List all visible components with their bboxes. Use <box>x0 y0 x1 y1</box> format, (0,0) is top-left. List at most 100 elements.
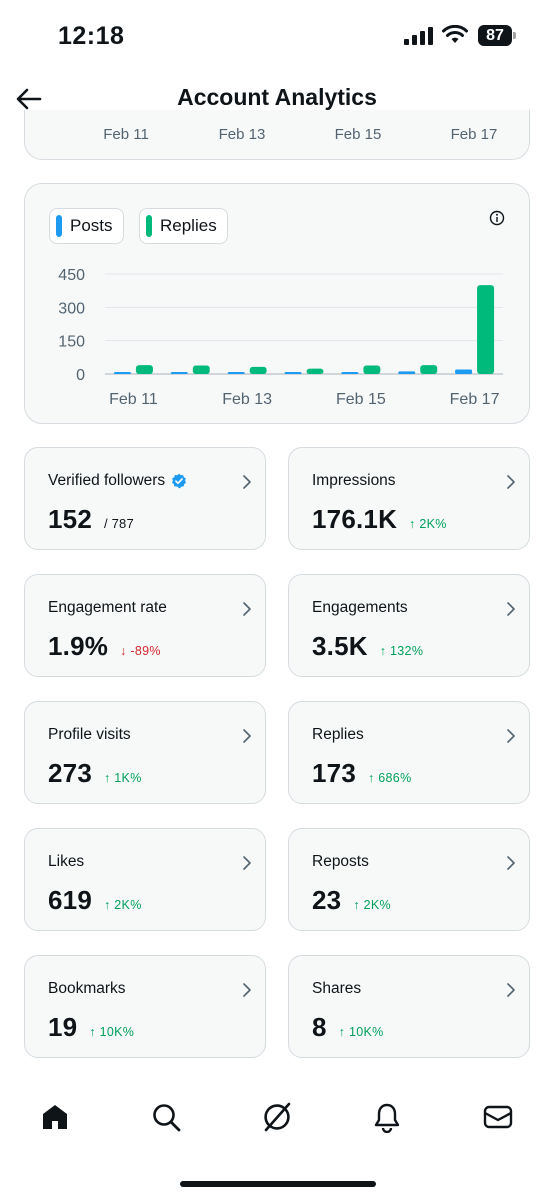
bar-replies-feb-12[interactable] <box>192 365 210 374</box>
stat-value: 152 <box>48 504 92 534</box>
bar-replies-feb-14[interactable] <box>306 368 324 374</box>
bar-replies-feb-17[interactable] <box>477 285 495 374</box>
stat-value-row: 1.9% ↓ -89% <box>48 631 161 662</box>
bar-posts-feb-12[interactable] <box>170 372 188 374</box>
wifi-icon <box>442 25 468 43</box>
stat-value: 619 <box>48 885 92 915</box>
bar-replies-feb-13[interactable] <box>249 366 267 374</box>
x-tick-label: Feb 15 <box>336 391 386 408</box>
y-tick-label: 0 <box>76 367 85 384</box>
nav-search[interactable] <box>148 1099 184 1135</box>
mail-icon <box>483 1105 513 1129</box>
nav-messages[interactable] <box>480 1099 516 1135</box>
prev-x-tick-label: Feb 17 <box>450 126 498 143</box>
search-icon <box>153 1104 181 1132</box>
stat-delta: ↑ 132% <box>379 644 424 658</box>
stat-value-row: 273 ↑ 1K% <box>48 758 142 789</box>
stat-value: 173 <box>312 758 356 788</box>
stat-card-profile-visits[interactable]: Profile visits 273 ↑ 1K% <box>24 701 266 804</box>
stat-delta: ↑ 2K% <box>409 517 447 531</box>
stat-delta: ↑ 10K% <box>89 1025 135 1039</box>
verified-badge-icon <box>172 473 187 489</box>
stat-label-text: Engagements <box>312 599 408 616</box>
cellular-signal-icon <box>404 27 433 45</box>
bar-chart: 0 150 300 450 Feb 11 Feb 13 Feb 15 Feb 17 <box>58 267 503 408</box>
stat-delta: ↓ -89% <box>120 644 161 658</box>
bar-posts-feb-17[interactable] <box>455 369 473 374</box>
stat-value-row: 8 ↑ 10K% <box>312 1012 384 1043</box>
bar-posts-feb-14[interactable] <box>284 372 302 374</box>
nav-grok[interactable] <box>259 1099 295 1135</box>
stat-label: Bookmarks <box>48 980 126 998</box>
stat-card-reposts[interactable]: Reposts 23 ↑ 2K% <box>288 828 530 931</box>
home-indicator <box>180 1181 376 1187</box>
prev-x-tick-label: Feb 15 <box>334 126 382 143</box>
stat-value: 1.9% <box>48 631 109 661</box>
battery-cap <box>513 32 516 39</box>
bar-replies-feb-15[interactable] <box>363 365 381 374</box>
y-tick-label: 300 <box>58 300 85 317</box>
stat-label: Profile visits <box>48 726 131 744</box>
chevron-right-icon <box>243 856 251 870</box>
legend-replies[interactable]: Replies <box>139 208 228 244</box>
prev-x-tick-label: Feb 13 <box>218 126 266 143</box>
stat-value-row: 3.5K ↑ 132% <box>312 631 423 662</box>
legend-swatch-replies <box>146 215 152 237</box>
info-icon[interactable] <box>489 210 505 226</box>
stat-delta: ↑ 10K% <box>338 1025 384 1039</box>
bar-posts-feb-15[interactable] <box>341 372 359 374</box>
status-time: 12:18 <box>58 22 125 50</box>
chevron-right-icon <box>243 729 251 743</box>
stat-label: Engagement rate <box>48 599 167 617</box>
stat-delta: ↑ 1K% <box>103 771 142 785</box>
stat-card-likes[interactable]: Likes 619 ↑ 2K% <box>24 828 266 931</box>
chevron-right-icon <box>243 475 251 489</box>
chevron-right-icon <box>507 856 515 870</box>
stat-delta: ↑ 2K% <box>353 898 391 912</box>
stat-card-verified-followers[interactable]: Verified followers 152 / 787 <box>24 447 266 550</box>
stat-value: 8 <box>312 1012 327 1042</box>
stat-card-bookmarks[interactable]: Bookmarks 19 ↑ 10K% <box>24 955 266 1058</box>
stat-value-row: 173 ↑ 686% <box>312 758 411 789</box>
status-bar: 12:18 87 <box>0 0 554 70</box>
legend-swatch-posts <box>56 215 62 237</box>
stat-label: Impressions <box>312 472 396 490</box>
chevron-right-icon <box>243 602 251 616</box>
stat-value-row: 619 ↑ 2K% <box>48 885 142 916</box>
legend-label-replies: Replies <box>160 216 217 235</box>
bar-replies-feb-11[interactable] <box>135 365 153 374</box>
stat-value: 23 <box>312 885 342 915</box>
x-tick-label: Feb 13 <box>222 391 272 408</box>
stat-label-text: Replies <box>312 726 364 743</box>
stat-label: Likes <box>48 853 84 871</box>
stat-card-engagement-rate[interactable]: Engagement rate 1.9% ↓ -89% <box>24 574 266 677</box>
stat-label-text: Reposts <box>312 853 369 870</box>
bar-posts-feb-13[interactable] <box>227 372 245 374</box>
legend-posts[interactable]: Posts <box>49 208 124 244</box>
back-button[interactable] <box>12 82 46 116</box>
stat-delta: ↑ 2K% <box>103 898 142 912</box>
chevron-right-icon <box>507 983 515 997</box>
bar-posts-feb-11[interactable] <box>113 372 131 374</box>
stat-label-text: Verified followers <box>48 472 166 489</box>
bar-posts-feb-16[interactable] <box>398 371 416 374</box>
stat-card-shares[interactable]: Shares 8 ↑ 10K% <box>288 955 530 1058</box>
stat-card-engagements[interactable]: Engagements 3.5K ↑ 132% <box>288 574 530 677</box>
stat-label: Replies <box>312 726 364 744</box>
stat-value-row: 152 / 787 <box>48 504 134 535</box>
x-tick-label: Feb 17 <box>450 391 500 408</box>
stat-card-impressions[interactable]: Impressions 176.1K ↑ 2K% <box>288 447 530 550</box>
nav-home[interactable] <box>37 1099 73 1135</box>
grok-icon <box>264 1102 291 1132</box>
stat-label-text: Engagement rate <box>48 599 167 616</box>
stat-value: 176.1K <box>312 504 398 534</box>
nav-notifications[interactable] <box>369 1099 405 1135</box>
stat-card-replies[interactable]: Replies 173 ↑ 686% <box>288 701 530 804</box>
y-tick-label: 450 <box>58 267 85 284</box>
page-title: Account Analytics <box>177 84 377 110</box>
posts-replies-chart-card: Posts Replies 0 150 300 450 Feb 11 Feb 13 Feb … <box>24 183 530 424</box>
prev-x-tick-label: Feb 11 <box>103 126 149 143</box>
stat-label-text: Impressions <box>312 472 396 489</box>
chevron-right-icon <box>243 983 251 997</box>
bar-replies-feb-16[interactable] <box>420 365 438 374</box>
